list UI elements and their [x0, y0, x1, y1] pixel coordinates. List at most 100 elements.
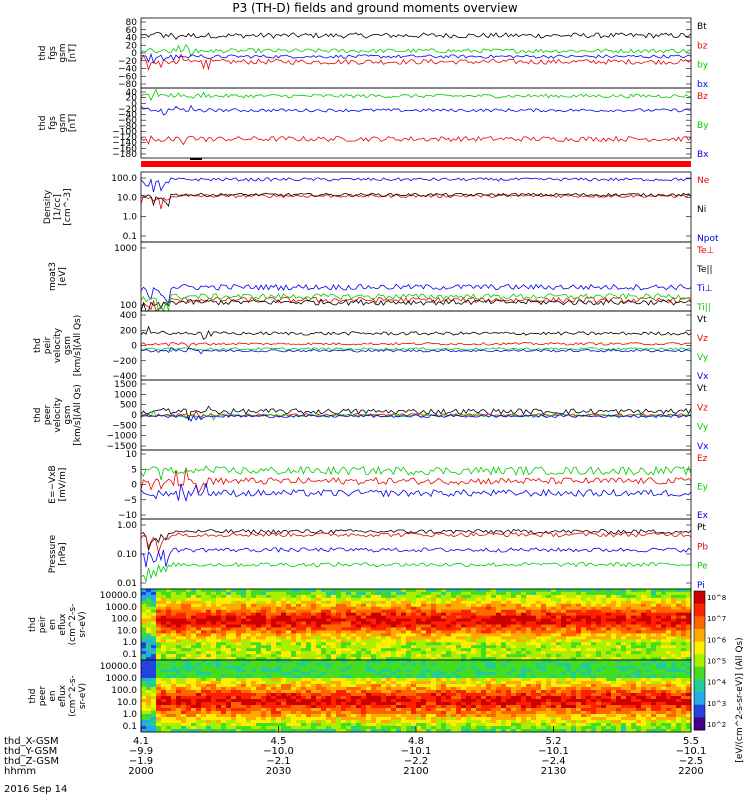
spectrogram-cell [426, 603, 432, 608]
spectrogram-cell [266, 669, 272, 673]
spectrogram-cell [276, 651, 282, 655]
spectrogram-cell [566, 591, 572, 596]
spectrogram-cell [356, 654, 362, 658]
spectrogram-cell [296, 594, 302, 599]
spectrogram-cell [201, 705, 207, 709]
spectrogram-cell [501, 615, 507, 620]
spectrogram-cell [206, 687, 212, 691]
spectrogram-cell [391, 624, 397, 628]
spectrogram-cell [506, 636, 512, 640]
spectrogram-cell [256, 591, 262, 596]
spectrogram-cell [296, 672, 302, 676]
y-axis-label: peer [43, 404, 53, 425]
spectrogram-cell [221, 696, 227, 700]
spectrogram-cell [151, 714, 157, 718]
spectrogram-cell [306, 627, 312, 631]
spectrogram-cell [336, 627, 342, 631]
spectrogram-cell [266, 711, 272, 715]
spectrogram-cell [606, 648, 612, 652]
spectrogram-cell [486, 684, 492, 688]
spectrogram-cell [506, 723, 512, 727]
spectrogram-cell [581, 633, 587, 637]
spectrogram-cell [166, 672, 172, 676]
spectrogram-cell [186, 696, 192, 700]
spectrogram-cell [196, 696, 202, 700]
spectrogram-cell [206, 666, 212, 670]
spectrogram-cell [451, 696, 457, 700]
spectrogram-cell [546, 636, 552, 640]
spectrogram-cell [276, 672, 282, 676]
spectrogram-cell [426, 669, 432, 673]
spectrogram-cell [546, 639, 552, 643]
spectrogram-cell [666, 589, 672, 593]
spectrogram-cell [676, 645, 682, 649]
spectrogram-cell [166, 612, 172, 617]
spectrogram-cell [681, 591, 687, 596]
spectrogram-cell [261, 711, 267, 715]
spectrogram-cell [196, 675, 202, 679]
spectrogram-cell [556, 678, 562, 682]
spectrogram-cell [306, 708, 312, 712]
spectrogram-cell [491, 630, 497, 634]
spectrogram-cell [381, 705, 387, 709]
spectrogram-cell [266, 702, 272, 706]
spectrogram-cell [221, 681, 227, 685]
spectrogram-cell [371, 687, 377, 691]
spectrogram-cell [556, 657, 562, 661]
spectrogram-cell [296, 663, 302, 667]
spectrogram-cell [156, 708, 162, 712]
spectrogram-cell [686, 627, 692, 631]
spectrogram-cell [211, 669, 217, 673]
spectrogram-cell [336, 711, 342, 715]
spectrogram-cell [306, 657, 312, 661]
spectrogram-cell [236, 696, 242, 700]
spectrogram-cell [256, 597, 262, 602]
spectrogram-cell [641, 624, 647, 628]
spectrogram-cell [231, 615, 237, 620]
spectrogram-cell [491, 690, 497, 694]
spectrogram-cell [581, 630, 587, 634]
y-tick-label: −120 [112, 133, 137, 143]
spectrogram-cell [546, 678, 552, 682]
spectrogram-cell [481, 660, 487, 664]
spectrogram-cell [161, 627, 167, 631]
spectrogram-cell [146, 651, 152, 655]
spectrogram-cell [226, 654, 232, 658]
spectrogram-cell [501, 621, 507, 625]
spectrogram-cell [311, 627, 317, 631]
spectrogram-cell [156, 645, 162, 649]
y-tick-label: 400 [120, 311, 137, 321]
spectrogram-cell [556, 723, 562, 727]
spectrogram-cell [251, 648, 257, 652]
spectrogram-cell [281, 705, 287, 709]
spectrogram-cell [336, 678, 342, 682]
spectrogram-cell [401, 589, 407, 593]
spectrogram-cell [341, 624, 347, 628]
spectrogram-cell [186, 699, 192, 703]
spectrogram-cell [416, 675, 422, 679]
spectrogram-cell [151, 609, 157, 614]
spectrogram-cell [441, 663, 447, 667]
spectrogram-cell [181, 720, 187, 724]
spectrogram-cell [496, 681, 502, 685]
spectrogram-cell [451, 633, 457, 637]
y-tick-label: 1.00 [117, 521, 137, 531]
spectrogram-cell [346, 663, 352, 667]
spectrogram-cell [196, 708, 202, 712]
spectrogram-cell [221, 606, 227, 611]
spectrogram-cell [471, 594, 477, 599]
spectrogram-cell [206, 657, 212, 661]
spectrogram-cell [266, 657, 272, 661]
spectrogram-cell [291, 642, 297, 646]
spectrogram-cell [171, 618, 177, 623]
spectrogram-cell [241, 705, 247, 709]
spectrogram-cell [601, 648, 607, 652]
spectrogram-cell [471, 612, 477, 617]
spectrogram-cell [306, 603, 312, 608]
spectrogram-cell [456, 675, 462, 679]
spectrogram-cell [296, 624, 302, 628]
spectrogram-cell [441, 693, 447, 697]
spectrogram-cell [316, 705, 322, 709]
spectrogram-cell [371, 633, 377, 637]
spectrogram-cell [216, 690, 222, 694]
